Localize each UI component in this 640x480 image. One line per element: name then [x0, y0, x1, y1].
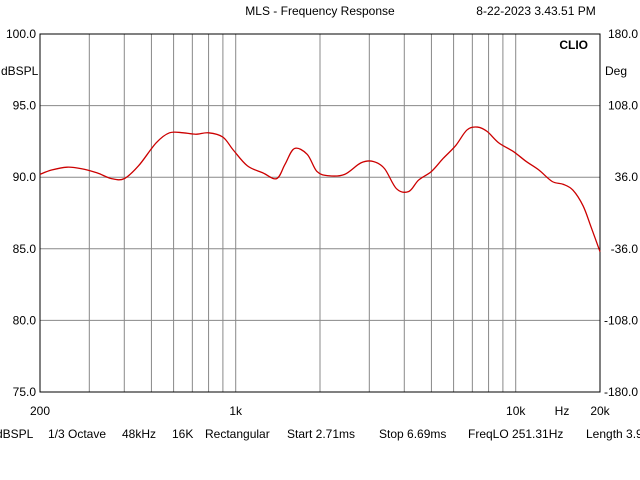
y2-tick-label: 108.0	[608, 99, 638, 113]
x-tick-label: 200	[30, 404, 50, 418]
status-unit: dBSPL	[0, 427, 34, 441]
y2-tick-label: -108.0	[604, 313, 638, 327]
y-tick-label: 75.0	[13, 385, 37, 399]
status-size: 16K	[172, 427, 194, 441]
grid	[40, 34, 600, 392]
status-start: Start 2.71ms	[287, 427, 356, 441]
clio-logo: CLIO	[559, 38, 588, 52]
y2-tick-labels: 180.0 108.0 36.0 -36.0 -108.0 -180.0	[604, 27, 638, 399]
chart-title: MLS - Frequency Response	[245, 4, 395, 18]
trace-layer	[39, 126, 601, 252]
y2-tick-label: -36.0	[611, 242, 639, 256]
status-smoothing: 1/3 Octave	[48, 427, 107, 441]
spl-trace	[39, 126, 601, 252]
status-stop: Stop 6.69ms	[379, 427, 447, 441]
y-tick-label: 80.0	[13, 313, 37, 327]
status-freqlo: FreqLO 251.31Hz	[468, 427, 564, 441]
status-window: Rectangular	[205, 427, 270, 441]
plot-frame	[39, 33, 601, 393]
status-sample-rate: 48kHz	[122, 427, 157, 441]
y-tick-label: 100.0	[6, 27, 36, 41]
x-tick-label: 10k	[506, 404, 526, 418]
y2-tick-label: 36.0	[615, 170, 639, 184]
x-tick-label: 1k	[229, 404, 243, 418]
x-tick-label: 20k	[590, 404, 610, 418]
y2-axis-label: Deg	[605, 64, 627, 78]
y2-tick-label: -180.0	[604, 385, 638, 399]
y-tick-label: 90.0	[13, 170, 37, 184]
timestamp: 8-22-2023 3.43.51 PM	[476, 4, 595, 18]
y-tick-labels: 100.0 95.0 90.0 85.0 80.0 75.0	[6, 27, 36, 399]
y-tick-label: 85.0	[13, 242, 37, 256]
status-bar: dBSPL 1/3 Octave 48kHz 16K Rectangular S…	[0, 427, 640, 443]
y2-tick-label: 180.0	[608, 27, 638, 41]
x-unit-label: Hz	[555, 404, 570, 418]
y-tick-label: 95.0	[13, 99, 37, 113]
status-length: Length 3.98ms	[586, 427, 640, 441]
x-tick-labels: 200 1k 10k 20k	[30, 404, 611, 418]
y-axis-label: dBSPL	[1, 64, 39, 78]
